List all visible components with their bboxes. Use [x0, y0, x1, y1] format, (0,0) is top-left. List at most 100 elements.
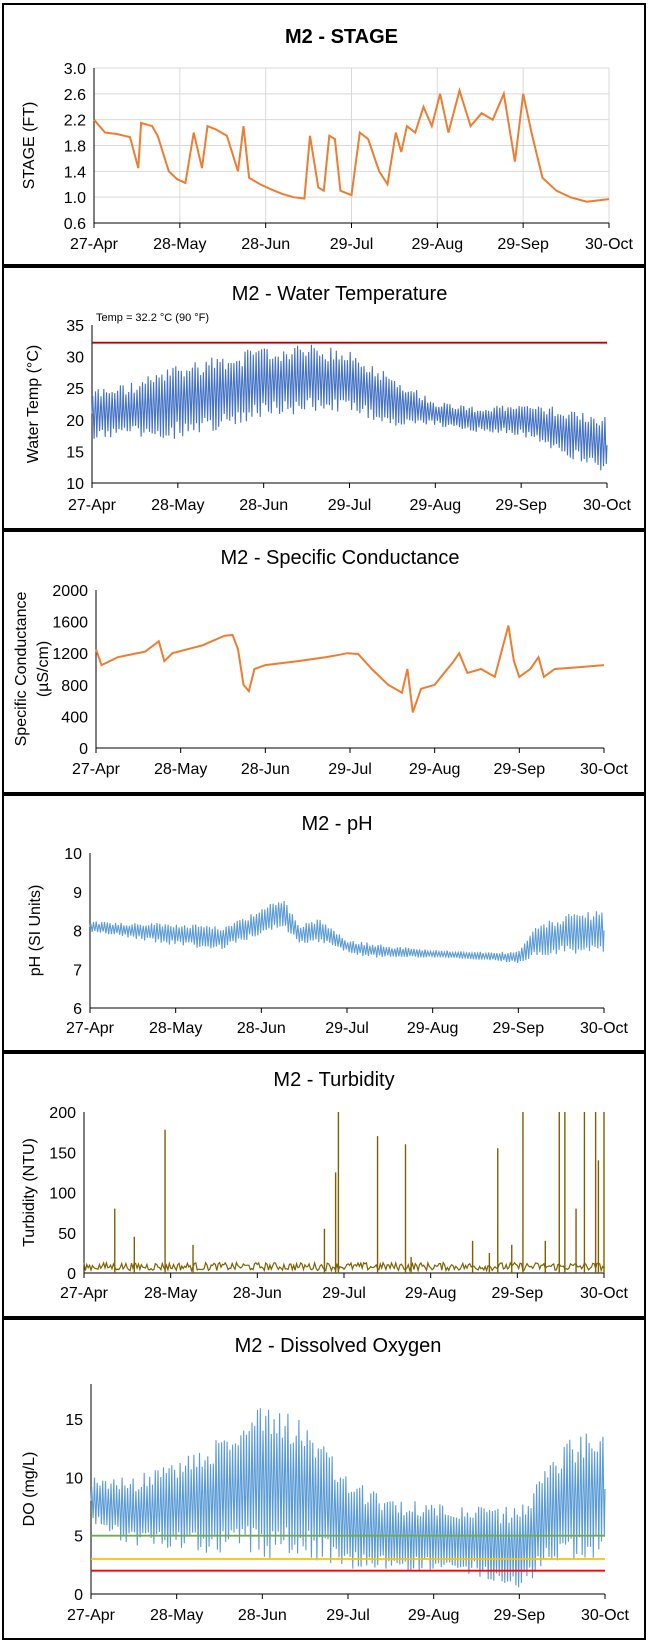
- y-tick-label: 2000: [52, 583, 88, 600]
- y-axis-label: Turbidity (NTU): [21, 1138, 38, 1247]
- turbidity-series-line: [83, 1260, 605, 1273]
- chart-title: M2 - Specific Conductance: [220, 547, 459, 569]
- x-tick-label: 30-Oct: [583, 497, 632, 514]
- x-tick-label: 29-Sep: [494, 761, 546, 778]
- x-tick-label: 30-Oct: [580, 1020, 629, 1037]
- turbidity-chart-panel: M2 - Turbidity 0 50 100 150 200 27-Apr 28-May 28…: [2, 1052, 646, 1318]
- x-tick-label: 29-Jul: [330, 236, 374, 253]
- y-tick-label: 50: [58, 1226, 76, 1243]
- y-axis-label: Specific Conductance: [13, 592, 30, 747]
- y-tick-label: 2.2: [64, 113, 86, 130]
- y-tick-label: 1.4: [64, 164, 86, 181]
- y-tick-label: 2.6: [64, 87, 86, 104]
- y-tick-label: 6: [73, 1001, 82, 1018]
- y-tick-label: 100: [49, 1186, 76, 1203]
- y-tick-label: 30: [66, 350, 84, 367]
- x-tick-label: 29-Aug: [405, 1285, 457, 1302]
- x-tick-label: 27-Apr: [67, 1607, 116, 1624]
- y-tick-label: 0.6: [64, 216, 86, 233]
- x-tick-label: 27-Apr: [68, 497, 117, 514]
- x-tick-label: 29-Jul: [325, 1020, 369, 1037]
- x-tick-label: 29-Aug: [407, 1020, 459, 1037]
- ph-chart: M2 - pH 6 7 8 9 10 27-Apr 28-May 28-Jun 29-Jul 29-…: [27, 813, 629, 1037]
- series-line: [93, 86, 610, 203]
- chart-title: M2 - Turbidity: [273, 1069, 394, 1091]
- x-tick-label: 29-Jul: [328, 761, 372, 778]
- x-tick-label: 27-Apr: [70, 236, 119, 253]
- dissolved-oxygen-chart-panel: M2 - Dissolved Oxygen 0 5 10 15 27-Apr 28-May 2…: [2, 1318, 646, 1640]
- y-axis-label: Water Temp (°C): [25, 345, 42, 463]
- x-tick-label: 28-May: [154, 761, 207, 778]
- y-tick-label: 15: [66, 444, 84, 461]
- y-axis-label: STAGE (FT): [21, 102, 38, 190]
- x-tick-label: 29-Sep: [492, 1285, 544, 1302]
- chart-title: M2 - Water Temperature: [232, 283, 448, 305]
- y-tick-label: 800: [61, 678, 88, 695]
- y-tick-label: 3.0: [64, 61, 86, 78]
- x-tick-label: 29-Jul: [326, 1607, 370, 1624]
- y-tick-label: 400: [61, 709, 88, 726]
- y-tick-label: 8: [73, 924, 82, 941]
- chart-title: M2 - Dissolved Oxygen: [235, 1335, 442, 1357]
- x-tick-label: 29-Jul: [322, 1285, 366, 1302]
- y-tick-label: 35: [66, 318, 84, 335]
- water-temperature-chart: M2 - Water Temperature 10 15 20 25 30 35 27-Apr…: [25, 283, 632, 514]
- y-tick-label: 0: [67, 1266, 76, 1283]
- chart-title: M2 - STAGE: [285, 26, 398, 48]
- y-tick-label: 0: [74, 1587, 83, 1604]
- x-tick-label: 27-Apr: [72, 761, 121, 778]
- x-tick-label: 28-Jun: [233, 1285, 282, 1302]
- y-axis-label: (µS/cm): [35, 641, 52, 697]
- x-tick-label: 28-May: [151, 497, 204, 514]
- x-tick-label: 29-Aug: [409, 761, 461, 778]
- y-tick-label: 5: [74, 1529, 83, 1546]
- ph-chart-panel: M2 - pH 6 7 8 9 10 27-Apr 28-May 28-Jun 29-Jul 29-…: [2, 794, 646, 1052]
- x-tick-label: 27-Apr: [60, 1285, 109, 1302]
- x-tick-label: 29-Sep: [493, 1020, 545, 1037]
- x-tick-label: 29-Aug: [410, 497, 462, 514]
- y-axis-label: pH (SI Units): [27, 885, 44, 977]
- y-axis-label: DO (mg/L): [21, 1452, 38, 1527]
- x-tick-label: 28-Jun: [237, 1020, 286, 1037]
- x-tick-label: 28-May: [153, 236, 206, 253]
- y-tick-label: 10: [66, 476, 84, 493]
- chart-title: M2 - pH: [301, 813, 372, 835]
- y-tick-label: 9: [73, 885, 82, 902]
- x-tick-label: 30-Oct: [581, 1607, 630, 1624]
- stage-chart-panel: M2 - STAGE 0.6 1.0 1.4 1.8 2.2 2.6 3.0 27-Apr 28-…: [2, 3, 646, 266]
- x-tick-label: 28-May: [150, 1607, 203, 1624]
- series-line: [90, 1408, 606, 1588]
- y-tick-label: 7: [73, 962, 82, 979]
- x-tick-label: 28-Jun: [238, 1607, 287, 1624]
- turbidity-chart: M2 - Turbidity 0 50 100 150 200 27-Apr 28-May 28…: [21, 1069, 629, 1302]
- x-tick-label: 28-Jun: [239, 497, 288, 514]
- x-tick-label: 29-Sep: [495, 497, 547, 514]
- y-tick-label: 1600: [52, 615, 88, 632]
- y-tick-label: 15: [65, 1412, 83, 1429]
- y-tick-label: 10: [64, 846, 82, 863]
- dissolved-oxygen-chart: M2 - Dissolved Oxygen 0 5 10 15 27-Apr 28-May 2…: [21, 1335, 630, 1624]
- y-tick-label: 25: [66, 381, 84, 398]
- series-line: [95, 625, 605, 713]
- x-tick-label: 29-Sep: [494, 1607, 546, 1624]
- x-tick-label: 28-Jun: [241, 236, 290, 253]
- x-tick-label: 30-Oct: [580, 761, 629, 778]
- x-tick-label: 30-Oct: [580, 1285, 629, 1302]
- y-tick-label: 20: [66, 413, 84, 430]
- x-tick-label: 28-May: [144, 1285, 197, 1302]
- y-tick-label: 150: [49, 1145, 76, 1162]
- x-tick-label: 29-Jul: [328, 497, 372, 514]
- x-tick-label: 28-May: [149, 1020, 202, 1037]
- stage-chart: M2 - STAGE 0.6 1.0 1.4 1.8 2.2 2.6 3.0 27-Apr 28-…: [21, 26, 634, 253]
- y-tick-label: 1200: [52, 646, 88, 663]
- x-tick-label: 30-Oct: [585, 236, 634, 253]
- x-tick-label: 28-Jun: [241, 761, 290, 778]
- specific-conductance-chart-panel: M2 - Specific Conductance 0 400 800 1200 1600…: [2, 530, 646, 794]
- x-tick-label: 29-Sep: [497, 236, 549, 253]
- threshold-annotation: Temp = 32.2 °C (90 °F): [96, 312, 209, 324]
- y-tick-label: 10: [65, 1470, 83, 1487]
- y-tick-label: 200: [49, 1105, 76, 1122]
- specific-conductance-chart: M2 - Specific Conductance 0 400 800 1200 1600…: [13, 547, 629, 778]
- y-tick-label: 1.0: [64, 190, 86, 207]
- y-tick-label: 0: [79, 741, 88, 758]
